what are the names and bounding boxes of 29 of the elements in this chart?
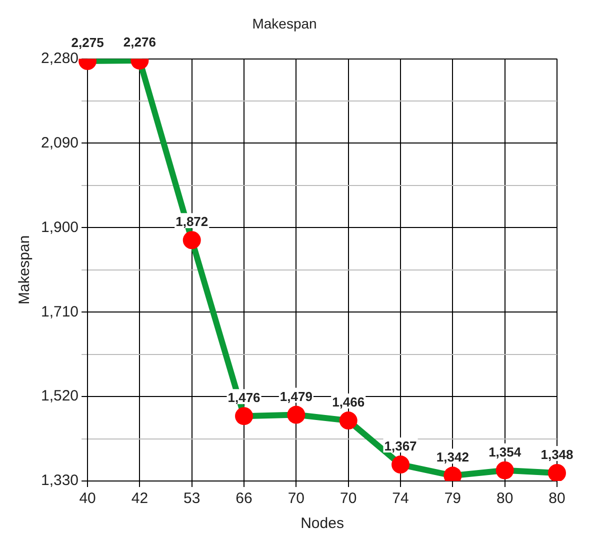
data-label: 1,342: [436, 450, 469, 465]
data-label: 2,276: [123, 34, 156, 50]
x-tick-label: 42: [131, 490, 148, 508]
y-tick-label: 1,330: [40, 472, 79, 490]
y-tick-label: 1,520: [40, 388, 79, 405]
data-label: 1,479: [280, 388, 312, 404]
data-label: 1,466: [332, 394, 365, 410]
data-label: 1,354: [488, 444, 522, 460]
x-tick-label: 40: [79, 490, 96, 508]
x-tick-label: 70: [288, 490, 305, 508]
x-tick-label: 80: [496, 490, 514, 508]
data-label: 1,367: [384, 438, 417, 454]
y-axis-title: Makespan: [16, 235, 34, 305]
x-tick-label: 70: [340, 490, 357, 508]
x-tick-label: 66: [236, 490, 252, 508]
x-tick-label: 80: [548, 490, 566, 508]
x-axis-title: Nodes: [300, 515, 344, 532]
y-tick-label: 2,090: [40, 134, 79, 152]
data-label: 1,476: [228, 390, 260, 406]
y-tick-label: 1,710: [40, 303, 79, 320]
chart-title: Makespan: [252, 15, 317, 32]
data-label: 1,348: [540, 447, 574, 462]
y-tick-label: 1,900: [40, 218, 79, 236]
x-tick-label: 74: [392, 490, 409, 508]
x-tick-label: 79: [444, 490, 462, 508]
data-label: 2,275: [71, 35, 104, 50]
y-tick-label: 2,280: [40, 50, 79, 67]
data-label: 1,872: [176, 214, 208, 230]
x-tick-label: 53: [184, 490, 200, 508]
